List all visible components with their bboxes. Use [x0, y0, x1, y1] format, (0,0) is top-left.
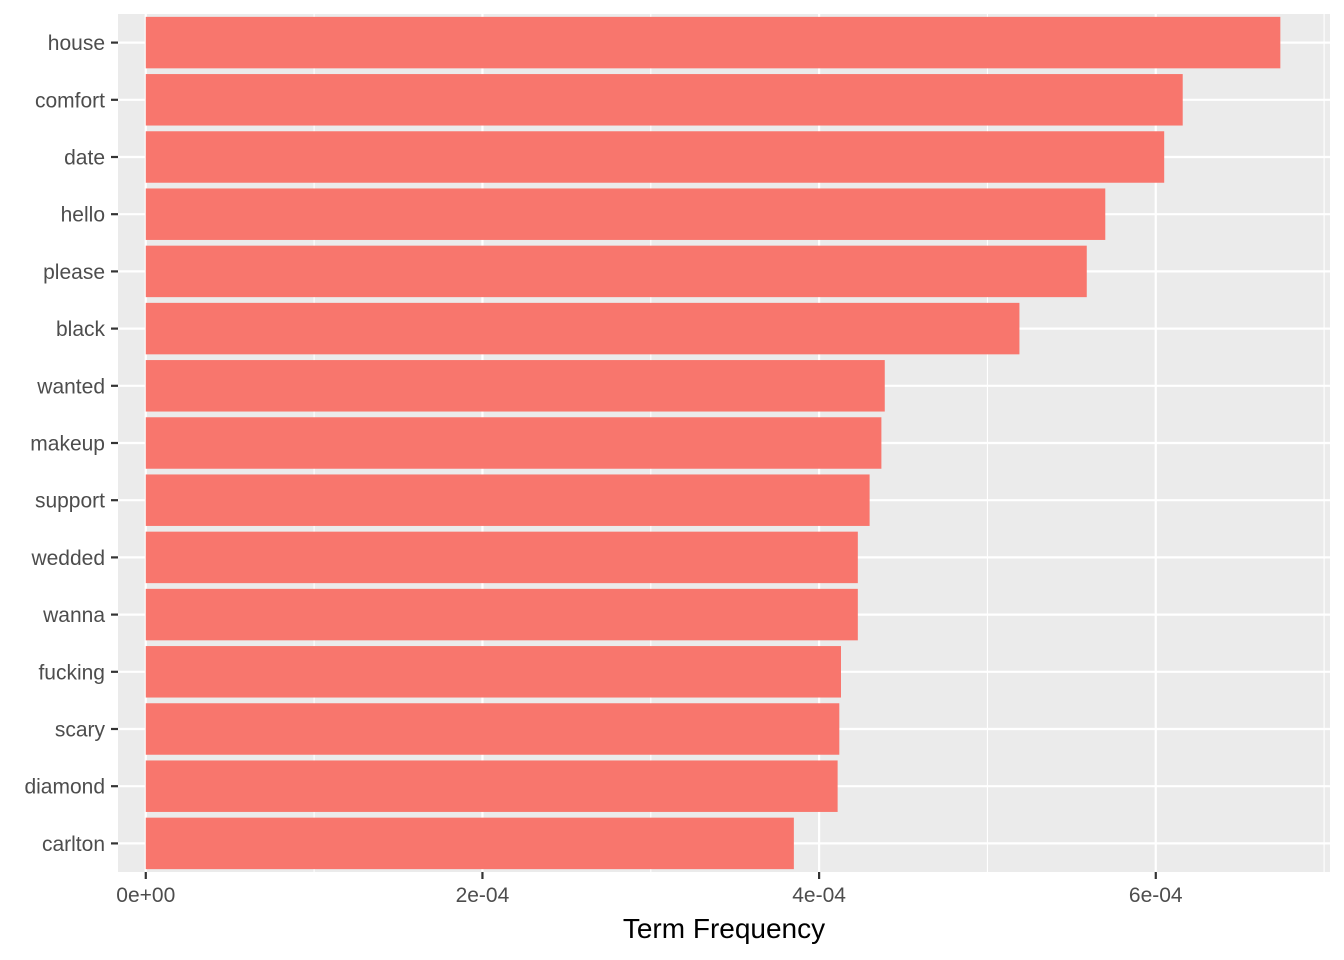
y-tick-label: wanna — [42, 604, 105, 627]
x-tick-label: 4e-04 — [792, 884, 846, 907]
x-tick-label: 6e-04 — [1129, 884, 1183, 907]
bar-hello — [145, 188, 1106, 240]
bar-makeup — [145, 417, 882, 469]
y-tick-label: diamond — [24, 776, 105, 799]
y-tick-label: please — [43, 261, 105, 284]
x-tick-label: 0e+00 — [116, 884, 175, 907]
bar-scary — [145, 703, 840, 755]
y-tick-label: hello — [61, 204, 105, 227]
y-tick-label: wedded — [30, 547, 105, 570]
y-tick-label: comfort — [35, 89, 105, 112]
y-tick-label: support — [35, 490, 105, 513]
bar-carlton — [145, 817, 794, 870]
y-tick-label: carlton — [42, 833, 105, 856]
bar-date — [145, 131, 1165, 183]
bar-fucking — [145, 646, 841, 698]
y-tick-label: scary — [55, 719, 106, 742]
y-tick-label: fucking — [38, 661, 105, 684]
y-tick-label: house — [48, 32, 105, 55]
y-axis: house comfort date hello please black wanted ma… — [24, 32, 118, 856]
bar-wanted — [145, 360, 885, 412]
y-tick-label: black — [56, 318, 106, 341]
bar-comfort — [145, 74, 1183, 126]
bar-diamond — [145, 760, 838, 812]
bar-wedded — [145, 531, 858, 584]
bar-house — [145, 16, 1281, 69]
bar-wanna — [145, 588, 858, 641]
bars — [145, 16, 1281, 870]
x-axis-title: Term Frequency — [623, 913, 825, 944]
y-tick-label: wanted — [36, 375, 105, 398]
x-tick-label: 2e-04 — [456, 884, 510, 907]
y-tick-label: date — [64, 147, 105, 170]
y-tick-label: makeup — [30, 433, 105, 456]
bar-black — [145, 302, 1020, 355]
bar-please — [145, 245, 1087, 298]
x-axis: 0e+00 2e-04 4e-04 6e-04 — [116, 872, 1183, 907]
bar-support — [145, 474, 870, 526]
